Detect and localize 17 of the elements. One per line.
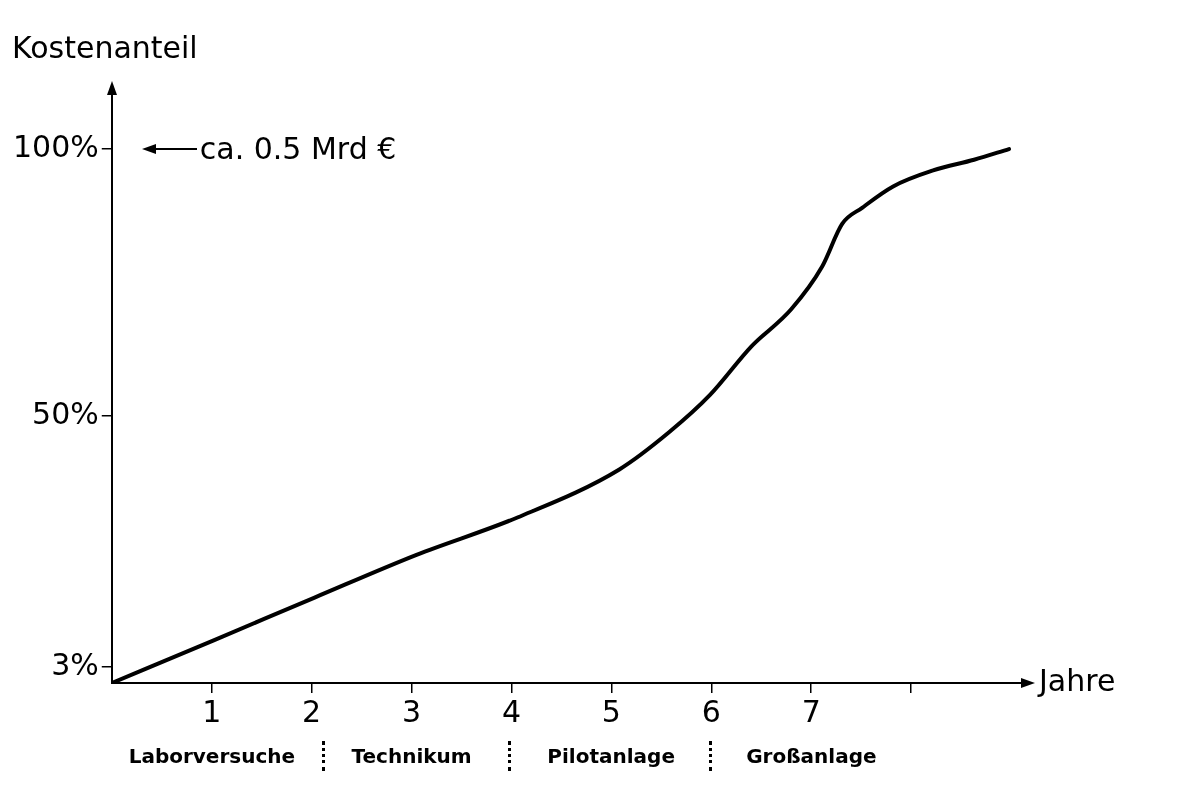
text: Technikum [351,744,472,768]
x-tick-label: 5 [601,693,621,729]
y-tick-label: 100% [12,128,99,164]
y-tick-label: 50% [32,395,99,431]
x-axis-title: Jahre [1037,662,1116,698]
y-axis-title: Kostenanteil [12,29,198,65]
text: Laborversuche [128,744,296,768]
x-tick-label: 1 [202,693,222,729]
x-tick-label: 2 [302,693,322,729]
text: Großanlage [746,744,877,768]
x-tick-label: 4 [501,693,521,729]
text: Pilotanlage [547,744,675,768]
x-tick-label: 3 [401,693,422,729]
x-tick-label: 7 [801,693,821,729]
annotation: ca. 0.5 Mrd € [199,131,397,167]
y-tick-label: 3% [51,646,99,682]
x-tick-label: 6 [701,693,721,729]
